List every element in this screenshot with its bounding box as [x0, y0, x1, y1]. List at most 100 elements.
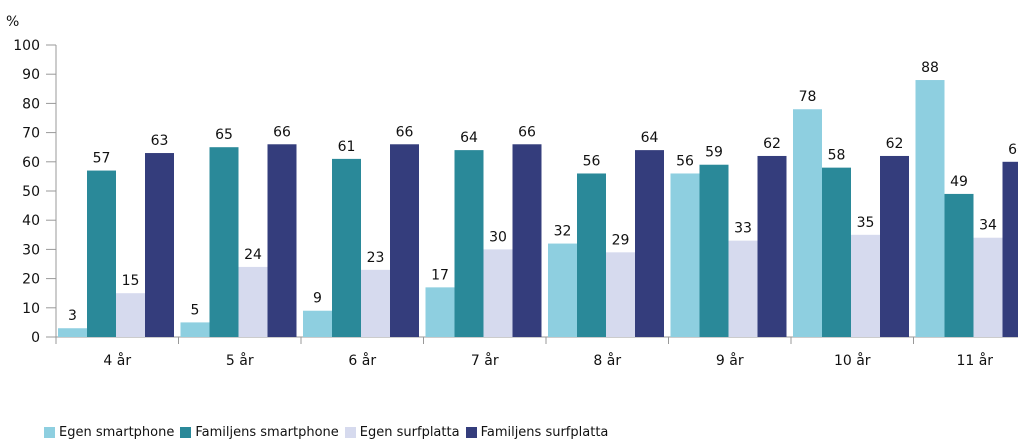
data-label: 60	[1008, 142, 1018, 158]
bar	[267, 144, 297, 337]
y-axis-label: %	[6, 14, 19, 30]
x-tick-label: 4 år	[103, 352, 131, 369]
y-tick-label: 10	[22, 301, 40, 317]
data-label: 49	[950, 174, 968, 190]
data-label: 66	[396, 124, 414, 140]
y-tick-label: 80	[22, 96, 40, 112]
bar	[209, 147, 239, 337]
bar	[822, 167, 851, 337]
data-label: 29	[612, 232, 630, 248]
data-label: 5	[191, 302, 200, 318]
y-tick-label: 30	[22, 242, 40, 258]
bar	[390, 144, 419, 337]
data-label: 57	[93, 151, 111, 167]
legend-swatch	[44, 427, 55, 438]
bar	[728, 240, 758, 337]
bar	[303, 310, 332, 337]
legend: Egen smartphone Familjens smartphone Egen …	[44, 425, 614, 442]
bar	[238, 266, 268, 337]
bar	[973, 237, 1003, 337]
legend-swatch	[344, 427, 356, 438]
legend-item: Familjens surfplatta	[465, 425, 609, 440]
data-label: 17	[431, 267, 449, 283]
x-tick-labels: 4 år 5 år 6 år 7 år 8 år 9 år 10 år 11 år	[103, 352, 993, 369]
y-tick-label: 90	[22, 67, 40, 83]
x-tick-label: 6 år	[348, 352, 376, 369]
x-tick-label: 8 år	[593, 352, 621, 369]
y-tick-label: 40	[22, 213, 40, 229]
x-tick-label: 11 år	[956, 352, 993, 369]
data-label: 35	[857, 215, 875, 231]
x-axis	[55, 336, 1018, 344]
x-tick-label: 9 år	[716, 352, 744, 369]
data-label: 66	[518, 124, 536, 140]
bar	[757, 155, 787, 337]
bar	[1002, 161, 1018, 337]
x-tick-label: 10 år	[834, 352, 871, 369]
data-label: 9	[313, 291, 322, 307]
bar	[670, 173, 700, 337]
data-label: 56	[676, 153, 694, 169]
bar	[944, 193, 974, 337]
legend-item: Familjens smartphone	[180, 425, 339, 440]
data-label: 24	[244, 247, 262, 263]
bar	[361, 269, 390, 337]
bars	[58, 80, 1018, 338]
bar	[425, 287, 455, 337]
data-label: 33	[734, 221, 752, 237]
data-label: 63	[151, 133, 169, 149]
data-label: 64	[641, 130, 659, 146]
bar	[880, 155, 909, 337]
bar	[512, 144, 542, 337]
legend-swatch	[180, 427, 192, 438]
data-label: 23	[367, 250, 385, 266]
bar	[145, 153, 174, 337]
data-label: 3	[68, 308, 77, 324]
y-tick-label: 0	[31, 330, 40, 346]
data-label: 65	[215, 127, 233, 143]
data-label: 64	[460, 130, 478, 146]
y-tick-label: 50	[22, 184, 40, 200]
x-tick-label: 5 år	[226, 352, 254, 369]
data-label: 62	[763, 136, 781, 152]
legend-label: Egen smartphone	[59, 425, 175, 440]
y-tick-label: 20	[22, 272, 40, 288]
y-tick-label: 70	[22, 126, 40, 142]
bar	[180, 322, 210, 337]
x-tick-label: 7 år	[471, 352, 499, 369]
data-label: 59	[705, 145, 723, 161]
bar	[454, 150, 484, 337]
legend-label: Familjens surfplatta	[480, 425, 609, 440]
bar	[58, 328, 87, 337]
legend-item: Egen surfplatta	[344, 425, 460, 440]
bar	[851, 234, 880, 337]
legend-label: Familjens smartphone	[195, 425, 339, 440]
bar	[87, 170, 116, 337]
bar	[577, 173, 606, 337]
bar	[548, 243, 577, 337]
bar	[699, 164, 729, 337]
data-label: 56	[583, 153, 601, 169]
bar	[635, 150, 664, 337]
bar	[606, 252, 635, 337]
data-labels: 3 57 15 63 5 65 24 66 9 61 23 66 17 64 30 66 32 56 29 64 56 5…	[68, 60, 1018, 324]
data-label: 30	[489, 229, 507, 245]
data-label: 62	[886, 136, 904, 152]
data-label: 58	[828, 148, 846, 164]
legend-label: Egen surfplatta	[359, 425, 460, 440]
data-label: 66	[273, 124, 291, 140]
bar	[483, 249, 513, 337]
data-label: 15	[122, 273, 140, 289]
data-label: 32	[554, 224, 572, 240]
y-tick-label: 60	[22, 155, 40, 171]
bar	[116, 293, 145, 337]
data-label: 61	[338, 139, 356, 155]
data-label: 34	[979, 218, 997, 234]
data-label: 88	[921, 60, 939, 76]
legend-item: Egen smartphone	[44, 425, 174, 440]
bar	[915, 80, 945, 337]
bar	[793, 109, 822, 338]
legend-swatch	[465, 427, 477, 438]
y-tick-label: 100	[13, 38, 40, 54]
